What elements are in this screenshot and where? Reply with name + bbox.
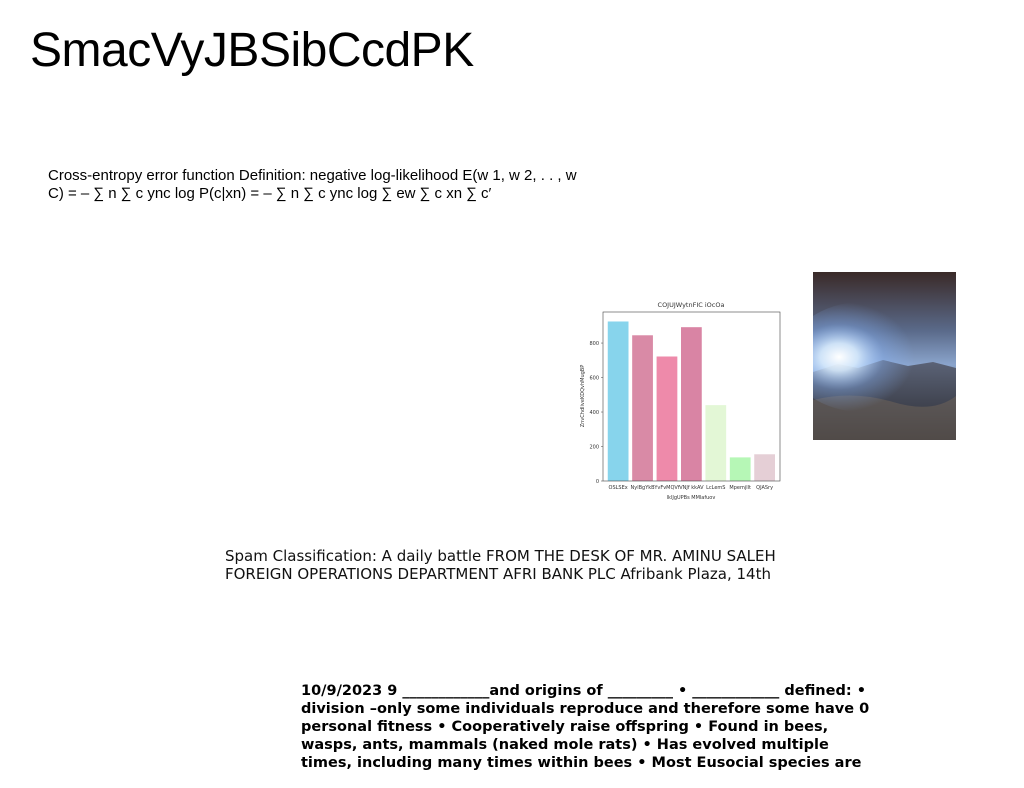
bar-YvFvMQVf [656, 356, 678, 481]
y-tick-label: 200 [589, 444, 599, 450]
cross-entropy-text: Cross-entropy error function Definition:… [48, 167, 577, 202]
x-tick-label: OSLSEx [609, 485, 628, 491]
y-tick-label: 600 [589, 375, 599, 381]
chart-ylabel: ZnvChdliveKDQvhMugBP [580, 365, 586, 428]
eusocial-text: 10/9/2023 9 ____________and origins of _… [301, 683, 870, 771]
bar-OSLSEx [607, 321, 629, 481]
bar-NylBgYkB [632, 335, 653, 481]
bar-Mpemjllt [729, 457, 751, 481]
bar-VNJf kkAV [681, 327, 702, 481]
plot-frame [602, 311, 781, 482]
chart-title: COJUJWytnFIC iOcOa [658, 301, 725, 309]
x-tick-label: QJASry [756, 485, 773, 491]
x-tick-label: LcLemS [706, 485, 725, 491]
y-tick-label: 400 [589, 410, 599, 416]
page-title: SmacVyJBSibCcdPK [30, 24, 474, 77]
x-tick-label: YvFvMQVf [653, 485, 680, 491]
x-tick-label: VNJf kkAV [679, 485, 704, 491]
bar-chart: COJUJWytnFIC iOcOa ZnvChdliveKDQvhMugBP … [580, 301, 781, 501]
bar-LcLemS [705, 405, 727, 481]
y-tick-label: 800 [589, 341, 599, 347]
landscape-photo [813, 272, 956, 440]
x-tick-label: NylBgYkB [631, 485, 656, 491]
bar-QJASry [754, 454, 775, 481]
y-tick-label: 0 [596, 479, 599, 485]
spam-classification-text: Spam Classification: A daily battle FROM… [225, 547, 776, 583]
x-tick-label: Mpemjllt [729, 485, 751, 491]
chart-xlabel: lklJgUPBs MMlafuov [667, 495, 716, 501]
